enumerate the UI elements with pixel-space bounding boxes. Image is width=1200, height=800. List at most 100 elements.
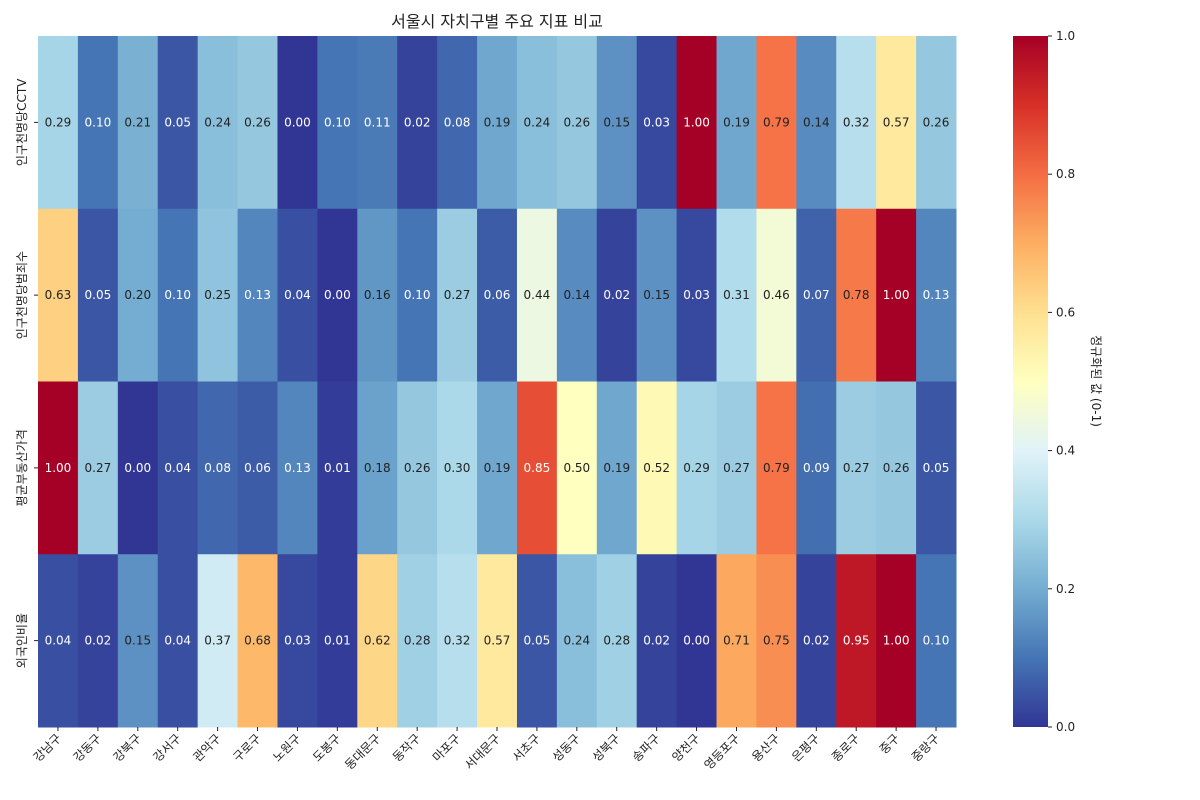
cell-value-label: 0.15 [643, 288, 670, 302]
heatmap-cell [117, 36, 159, 210]
cell-value-label: 0.02 [803, 634, 830, 648]
chart-title: 서울시 자치구별 주요 지표 비교 [391, 12, 603, 31]
heatmap-cell [716, 381, 757, 555]
cell-value-label: 0.00 [683, 634, 710, 648]
cell-value-label: 0.00 [324, 288, 351, 302]
cell-value-label: 0.05 [85, 288, 112, 302]
heatmap-cell [556, 36, 598, 210]
heatmap-cell [117, 381, 159, 555]
heatmap-cell [836, 554, 877, 728]
cell-value-label: 0.57 [883, 115, 910, 129]
cell-value-label: 1.00 [883, 288, 910, 302]
colorbar-tick-label: 0.2 [1056, 582, 1075, 596]
cell-value-label: 0.18 [364, 461, 391, 475]
heatmap-cell [237, 554, 278, 728]
x-tick-label: 마포구 [430, 731, 463, 764]
cell-value-label: 0.62 [364, 634, 391, 648]
cell-value-label: 0.10 [923, 634, 950, 648]
cell-value-label: 0.50 [563, 461, 590, 475]
x-tick-label: 동대문구 [342, 731, 383, 772]
heatmap-cell [836, 381, 877, 555]
heatmap-cell [197, 36, 239, 210]
cell-value-label: 0.15 [603, 115, 630, 129]
x-tick-label: 관악구 [190, 731, 223, 764]
cell-value-label: 0.19 [484, 461, 511, 475]
x-tick-label: 송파구 [629, 731, 662, 764]
cell-value-label: 0.25 [204, 288, 231, 302]
x-tick-label: 노원구 [270, 731, 303, 764]
cell-value-label: 0.44 [524, 288, 551, 302]
cell-value-label: 0.27 [85, 461, 112, 475]
heatmap-cell [916, 381, 957, 555]
heatmap-cell [716, 554, 757, 728]
heatmap-cell [676, 36, 718, 210]
y-tick-label: 평균부동산가격 [15, 429, 29, 506]
heatmap-cell [277, 36, 318, 210]
cell-value-label: 0.68 [244, 634, 271, 648]
heatmap-cell [477, 36, 518, 210]
heatmap-cell [237, 36, 278, 210]
x-tick-label: 구로구 [230, 731, 263, 764]
x-tick-label: 은평구 [789, 731, 822, 764]
heatmap-cell [636, 554, 678, 728]
heatmap-cell [277, 208, 318, 382]
cell-value-label: 0.16 [364, 288, 391, 302]
heatmap-cell [477, 208, 518, 382]
heatmap-cell [397, 36, 438, 210]
cell-value-label: 0.06 [244, 461, 271, 475]
cell-value-label: 0.15 [124, 634, 151, 648]
heatmap-cell [796, 208, 837, 382]
cell-value-label: 0.27 [444, 288, 471, 302]
heatmap-cell [596, 36, 638, 210]
cell-value-label: 0.02 [603, 288, 630, 302]
cell-value-label: 0.95 [843, 634, 870, 648]
cell-value-label: 0.13 [244, 288, 271, 302]
cell-value-label: 0.32 [444, 634, 471, 648]
heatmap-cell [357, 208, 398, 382]
colorbar-tick-label: 0.8 [1056, 167, 1075, 181]
heatmap-cell [636, 381, 678, 555]
heatmap-cell [77, 36, 119, 210]
colorbar-tick-label: 0.6 [1056, 305, 1075, 319]
heatmap-cell [317, 554, 358, 728]
heatmap-cell [836, 208, 877, 382]
heatmap-cell [796, 381, 837, 555]
cell-value-label: 1.00 [883, 634, 910, 648]
x-tick-label: 용산구 [749, 731, 782, 764]
heatmap-cell [157, 381, 199, 555]
cell-value-label: 0.75 [763, 634, 790, 648]
cell-value-label: 0.78 [843, 288, 870, 302]
cell-value-label: 0.04 [45, 634, 72, 648]
heatmap-cell [157, 554, 199, 728]
heatmap-cell [197, 381, 239, 555]
cell-value-label: 0.06 [484, 288, 511, 302]
cell-value-label: 0.13 [923, 288, 950, 302]
cell-value-label: 0.14 [803, 115, 830, 129]
heatmap-cell [117, 554, 159, 728]
heatmap-cell [596, 554, 638, 728]
x-tick-label: 성북구 [590, 731, 623, 764]
colorbar-label: 정규화된 값 (0-1) [1089, 335, 1103, 427]
heatmap-cell [277, 381, 318, 555]
cell-value-label: 0.02 [404, 115, 431, 129]
heatmap-cell [397, 208, 438, 382]
cell-value-label: 0.28 [603, 634, 630, 648]
heatmap-cell [676, 554, 718, 728]
heatmap-cell [197, 554, 239, 728]
cell-value-label: 0.29 [683, 461, 710, 475]
heatmap-cells: 0.29 0.10 0.21 0.05 0.24 0.26 0.00 0.10 0.11 0.02… [38, 36, 957, 728]
heatmap-cell [317, 381, 358, 555]
cell-value-label: 0.04 [284, 288, 311, 302]
cell-value-label: 0.05 [164, 115, 191, 129]
heatmap-cell [38, 208, 79, 382]
heatmap-cell [117, 208, 159, 382]
colorbar-tick-label: 1.0 [1056, 29, 1075, 43]
heatmap-cell [556, 208, 598, 382]
heatmap-cell [437, 36, 478, 210]
heatmap-cell [876, 554, 917, 728]
colorbar: 0.0 0.2 0.4 0.6 0.8 1.0 정규화된 값 (0-1) [1013, 29, 1103, 734]
heatmap-cell [317, 208, 358, 382]
heatmap-cell [77, 381, 119, 555]
